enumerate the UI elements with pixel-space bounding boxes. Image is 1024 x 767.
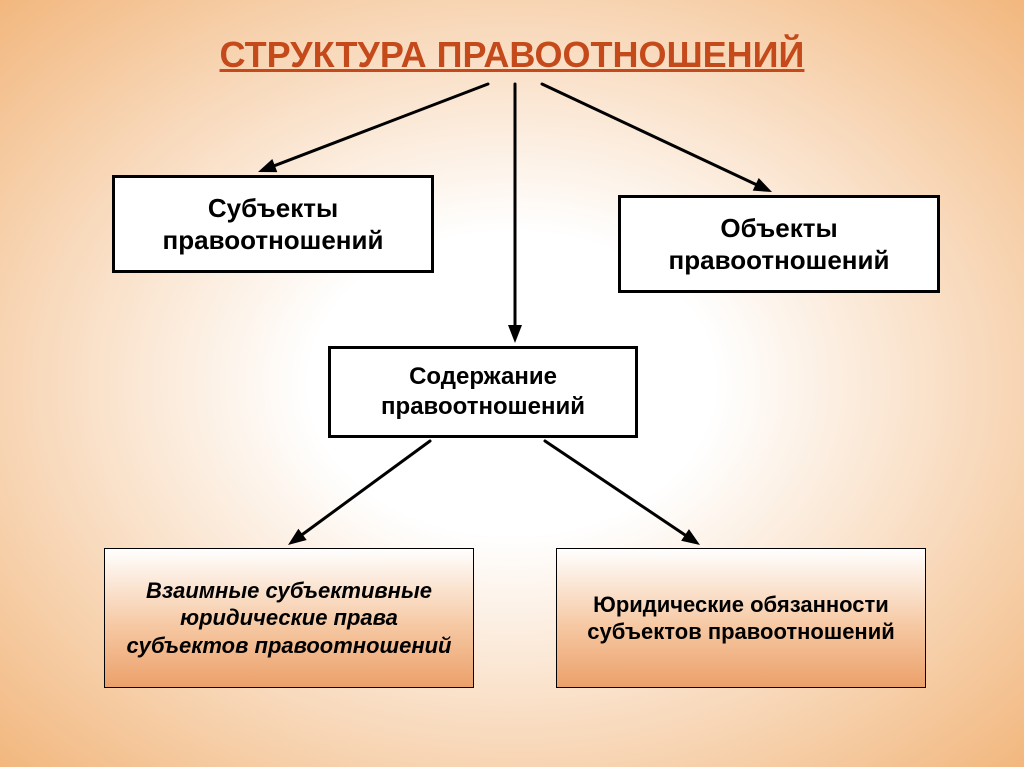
node-content: Содержание правоотношений xyxy=(328,346,638,438)
slide-title: СТРУКТУРА ПРАВООТНОШЕНИЙ xyxy=(0,34,1024,76)
node-subjects-label: Субъекты правоотношений xyxy=(129,192,417,257)
node-legal-duties: Юридические обязанности субъектов правоо… xyxy=(556,548,926,688)
node-mutual-rights: Взаимные субъективные юридические права … xyxy=(104,548,474,688)
slide-canvas: СТРУКТУРА ПРАВООТНОШЕНИЙ Субъекты правоо… xyxy=(0,0,1024,767)
node-content-label: Содержание правоотношений xyxy=(345,362,621,422)
node-objects-label: Объекты правоотношений xyxy=(635,212,923,277)
node-mutual-rights-label: Взаимные субъективные юридические права … xyxy=(119,577,459,660)
node-subjects: Субъекты правоотношений xyxy=(112,175,434,273)
node-legal-duties-label: Юридические обязанности субъектов правоо… xyxy=(571,591,911,646)
node-objects: Объекты правоотношений xyxy=(618,195,940,293)
